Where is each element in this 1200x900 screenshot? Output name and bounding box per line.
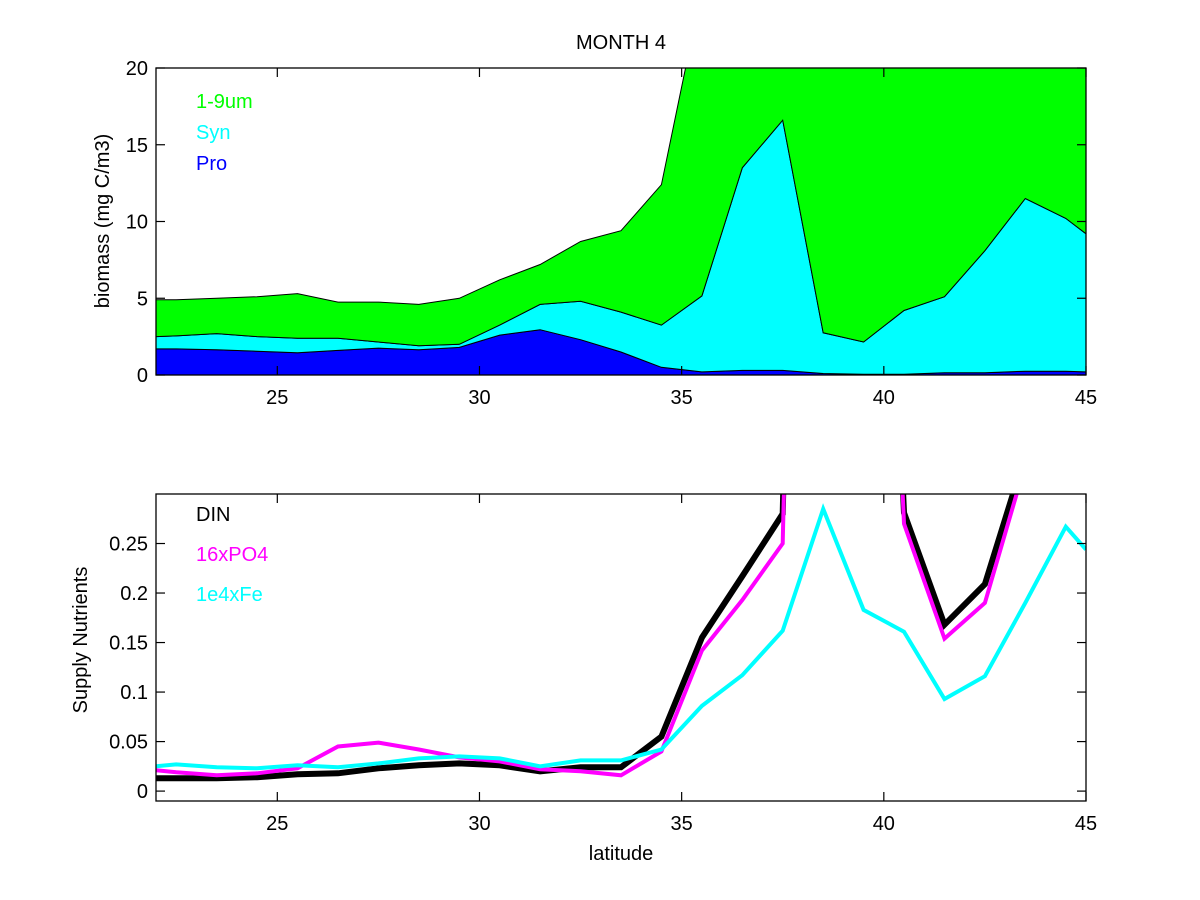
y-axis-label: Supply Nutrients [70,567,92,714]
legend-syn: Syn [196,122,230,144]
legend-16xpo4: 16xPO4 [196,544,268,566]
y-tick-label: 5 [137,288,148,310]
y-tick-label: 0.25 [109,534,148,556]
y-tick-label: 0 [137,781,148,803]
y-tick-label: 0.15 [109,633,148,655]
chart-title: MONTH 4 [576,32,666,54]
x-tick-label: 40 [873,813,895,835]
x-tick-label: 45 [1075,387,1097,409]
plot-frame [155,493,1087,802]
x-tick-label: 30 [468,813,490,835]
x-tick-label: 45 [1075,813,1097,835]
x-tick-label: 25 [266,387,288,409]
legend-1e4xfe: 1e4xFe [196,584,263,606]
biomass-plot: MONTH 4 25 30 35 40 45 0 5 10 15 20 biomass (mg C… [92,32,1097,409]
legend-din: DIN [196,504,230,526]
x-tick-label: 25 [266,813,288,835]
y-tick-label: 20 [126,58,148,80]
nutrients-plot: 25 30 35 40 45 0 0.05 0.1 0.15 0.2 0.25 Supply Nut… [70,493,1097,865]
x-tick-label: 35 [671,387,693,409]
area-1-9um [156,68,1086,347]
legend-pro: Pro [196,153,227,175]
line-din [156,494,1017,782]
y-tick-label: 10 [126,212,148,234]
legend-1-9um: 1-9um [196,91,253,113]
y-axis-label: biomass (mg C/m3) [92,134,114,308]
line-1e4xfe [156,503,1086,771]
x-axis-label: latitude [589,843,654,865]
y-tick-label: 15 [126,135,148,157]
x-tick-label: 30 [468,387,490,409]
y-tick-label: 0 [137,365,148,387]
line-16xpo4 [156,494,1019,778]
x-tick-label: 35 [671,813,693,835]
x-tick-label: 40 [873,387,895,409]
y-tick-label: 0.1 [120,682,148,704]
y-tick-label: 0.05 [109,732,148,754]
y-tick-label: 0.2 [120,583,148,605]
